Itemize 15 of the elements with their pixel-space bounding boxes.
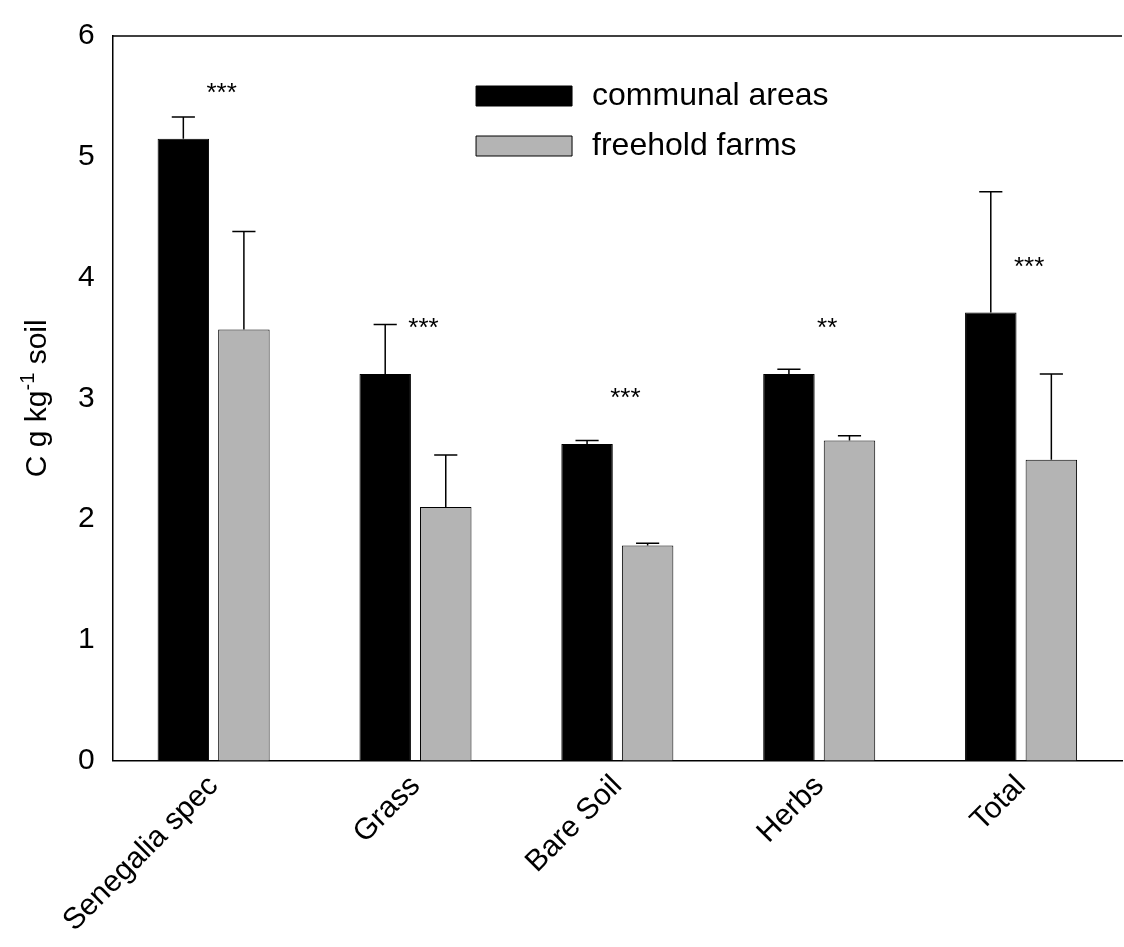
y-tick-label: 1 — [78, 621, 95, 654]
y-tick-label: 0 — [78, 741, 95, 775]
y-tick-label: 4 — [78, 258, 95, 292]
y-tick-label: 2 — [78, 500, 95, 534]
legend-label: freehold farms — [592, 125, 797, 162]
y-tick-label: 3 — [78, 379, 95, 413]
annotation: *** — [206, 76, 237, 107]
annotation: *** — [1013, 250, 1045, 281]
legend-label: communal areas — [592, 75, 829, 112]
annotation: *** — [610, 382, 641, 413]
annotation: *** — [408, 312, 439, 343]
y-tick-label: 6 — [78, 17, 95, 51]
y-axis-title: C g kg-1 soil — [15, 319, 53, 478]
y-tick-label: 5 — [78, 138, 95, 172]
annotation: ** — [817, 312, 838, 343]
